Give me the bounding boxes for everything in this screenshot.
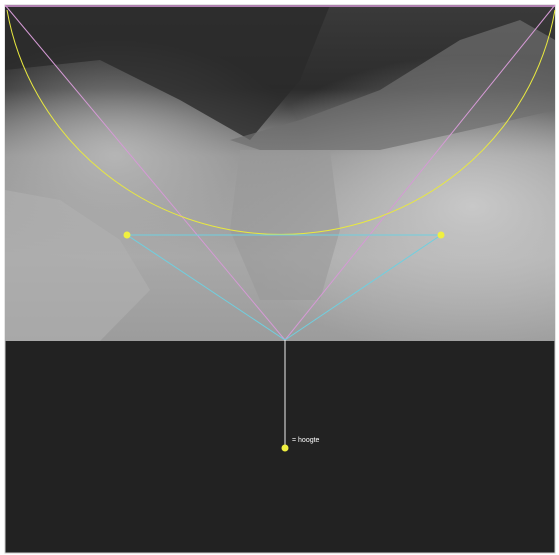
arc — [6, 9, 556, 235]
handle-right[interactable] — [437, 231, 445, 239]
ray-right — [284, 234, 442, 341]
height-label: = hoogte — [292, 437, 320, 444]
handle-height[interactable] — [281, 444, 289, 452]
ray-left — [126, 234, 286, 341]
terrain-image — [5, 5, 555, 341]
handle-left[interactable] — [123, 231, 131, 239]
top-edge — [5, 5, 555, 7]
guide-line-left — [4, 4, 286, 341]
guide-line-right — [284, 4, 556, 341]
